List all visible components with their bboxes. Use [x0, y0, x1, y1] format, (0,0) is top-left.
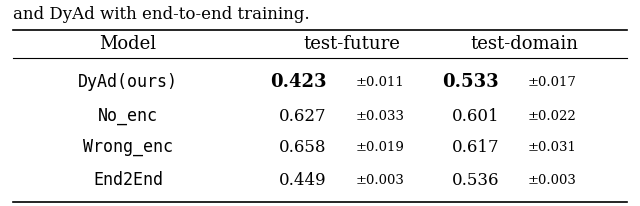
Text: ±0.017: ±0.017	[528, 76, 577, 89]
Text: 0.536: 0.536	[452, 172, 499, 189]
Text: No_enc: No_enc	[98, 107, 158, 125]
Text: test-domain: test-domain	[471, 35, 579, 53]
Text: 0.658: 0.658	[279, 139, 326, 156]
Text: Model: Model	[99, 35, 157, 53]
Text: 0.617: 0.617	[452, 139, 499, 156]
Text: 0.627: 0.627	[279, 108, 326, 125]
Text: test-future: test-future	[303, 35, 401, 53]
Text: ±0.031: ±0.031	[528, 141, 577, 154]
Text: ±0.022: ±0.022	[528, 110, 577, 123]
Text: ±0.019: ±0.019	[355, 141, 404, 154]
Text: ±0.033: ±0.033	[355, 110, 404, 123]
Text: ±0.003: ±0.003	[355, 174, 404, 187]
Text: and DyAd with end-to-end training.: and DyAd with end-to-end training.	[13, 6, 309, 23]
Text: ±0.011: ±0.011	[355, 76, 404, 89]
Text: ±0.003: ±0.003	[528, 174, 577, 187]
Text: 0.533: 0.533	[443, 73, 499, 91]
Text: Wrong_enc: Wrong_enc	[83, 138, 173, 156]
Text: End2End: End2End	[93, 171, 163, 189]
Text: DyAd(ours): DyAd(ours)	[78, 73, 178, 91]
Text: 0.449: 0.449	[279, 172, 326, 189]
Text: 0.423: 0.423	[270, 73, 326, 91]
Text: 0.601: 0.601	[452, 108, 499, 125]
